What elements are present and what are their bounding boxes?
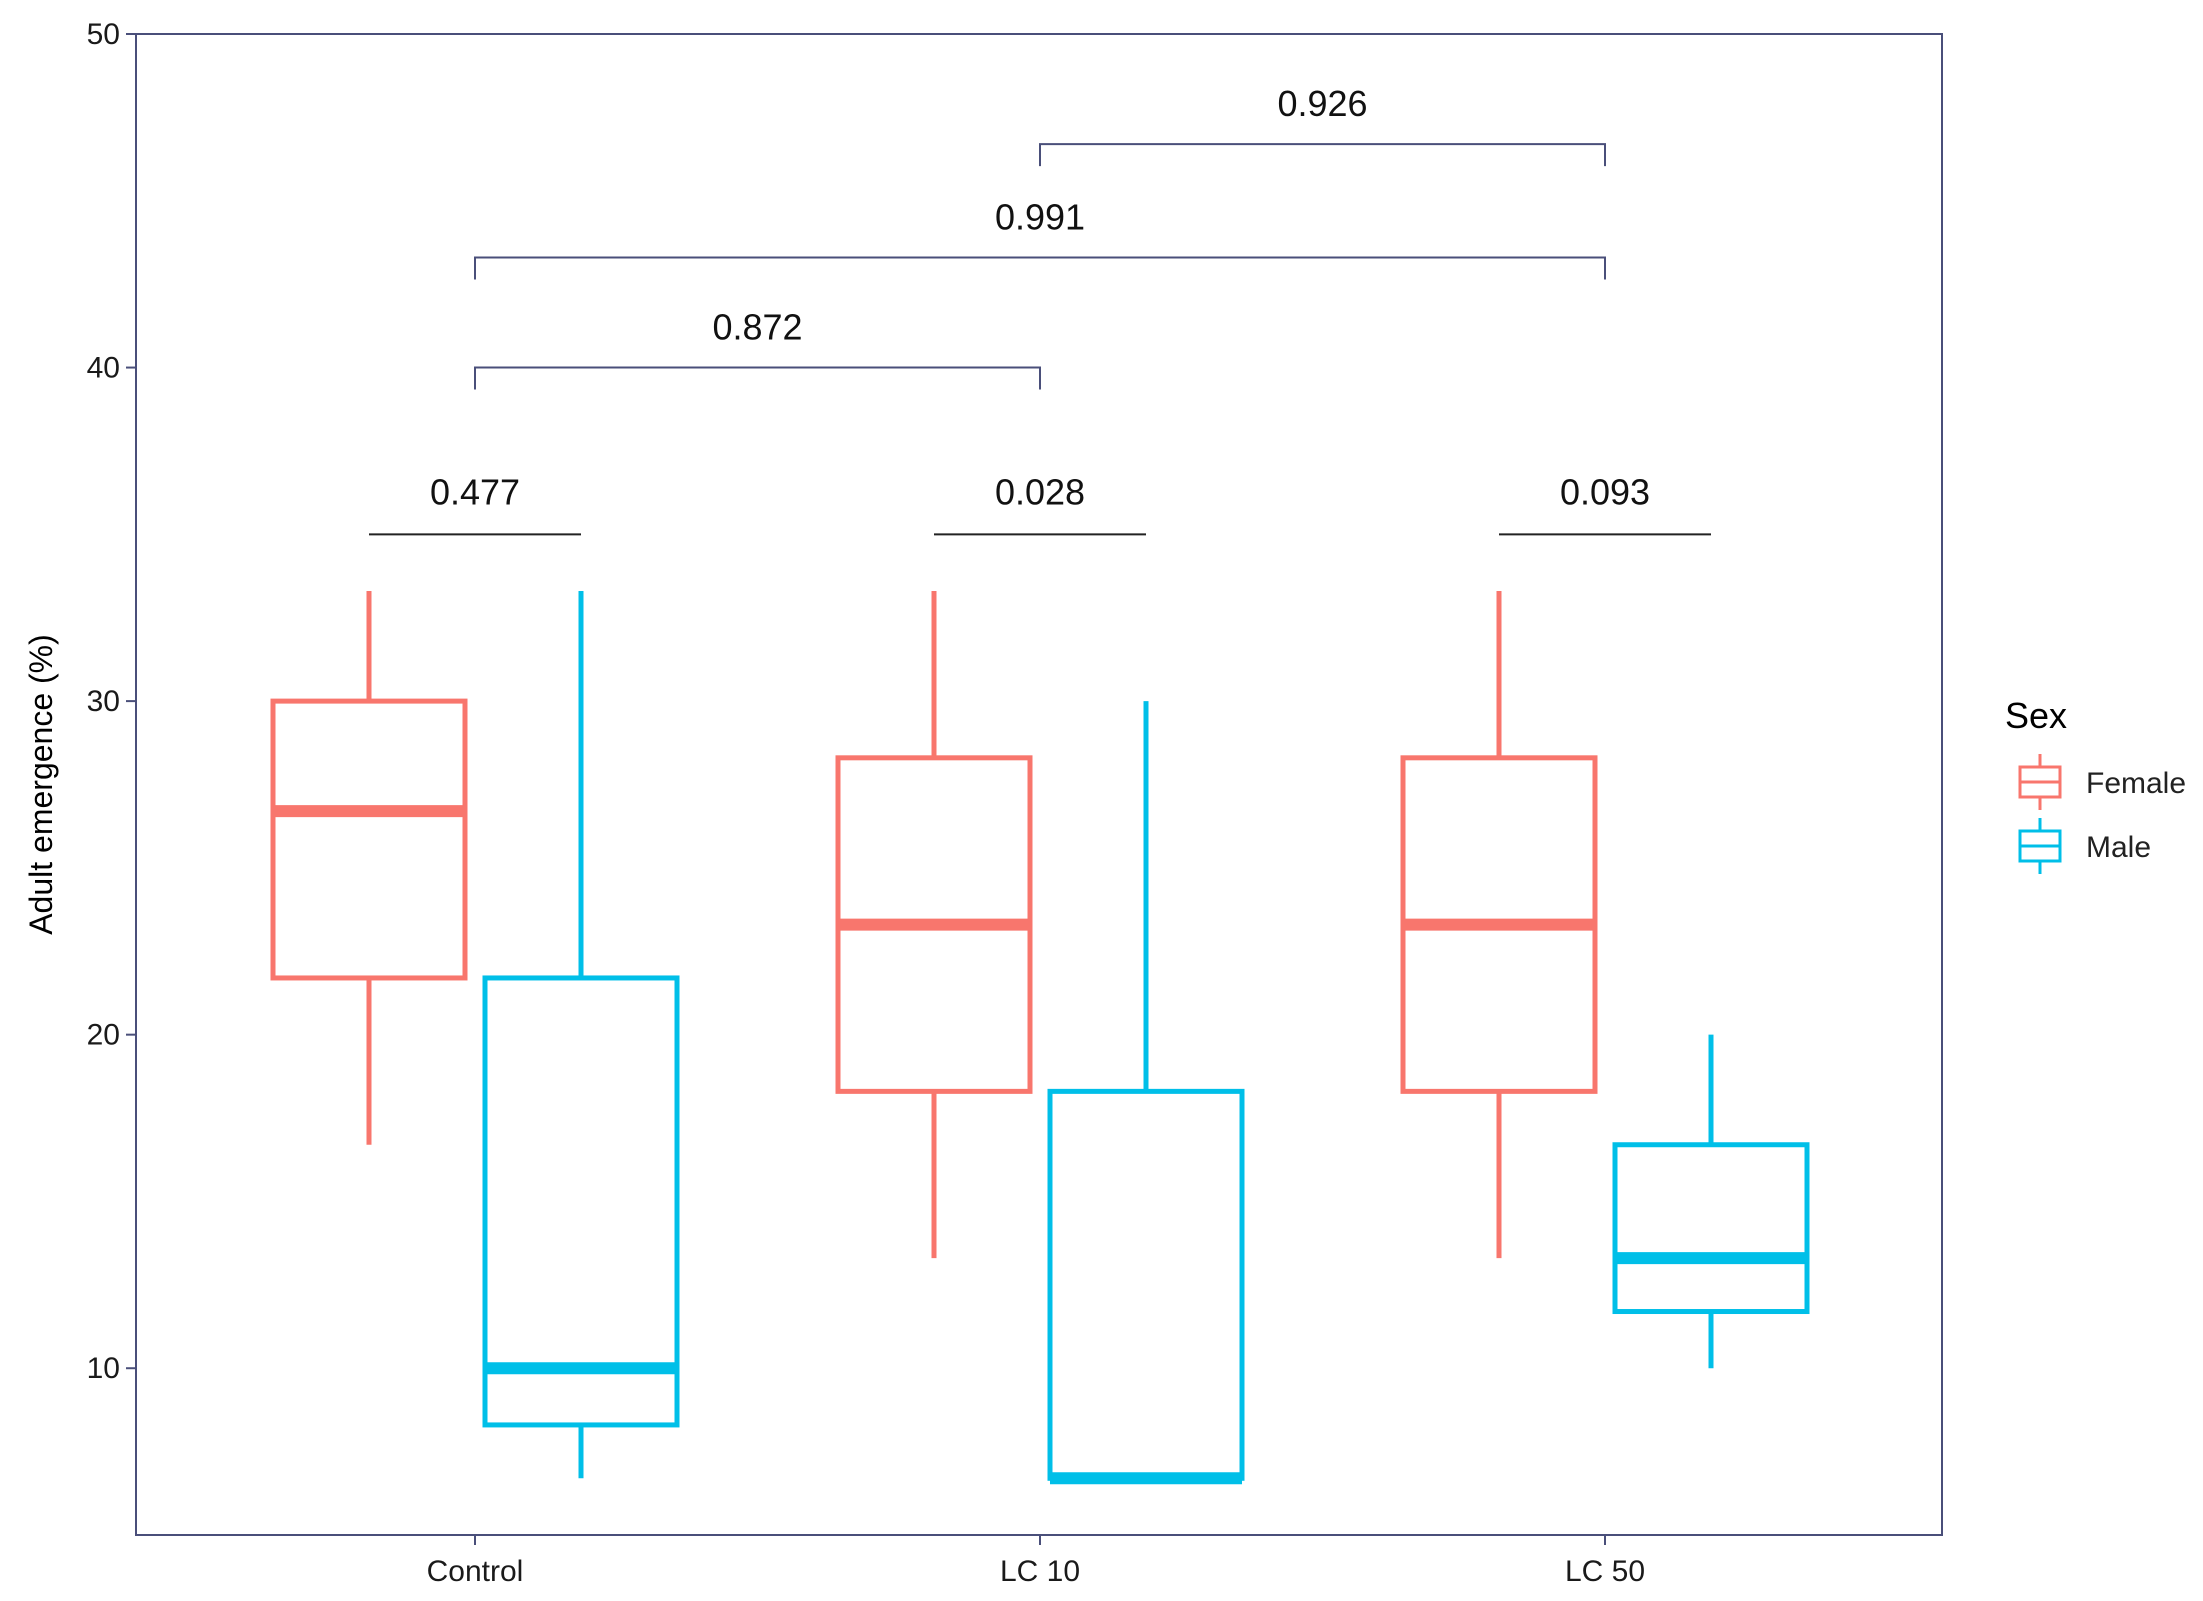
- x-tick-label-lc-50: LC 50: [1565, 1555, 1645, 1588]
- group-comparison-control-lc-50: 0.991: [474, 196, 1606, 280]
- box-body: [270, 698, 468, 981]
- bracket-line: [474, 366, 1041, 390]
- box-female-lc-50: [1400, 591, 1598, 1259]
- x-axis: Control LC 10 LC 50: [427, 1535, 1645, 1588]
- sex-comparison-control: 0.477: [369, 471, 581, 536]
- legend-item-female: Female: [2018, 754, 2186, 810]
- sex-comparison-lc-10: 0.028: [934, 471, 1146, 536]
- bracket-line: [474, 256, 1606, 280]
- p-value-label: 0.028: [995, 471, 1085, 512]
- box-male-control: [482, 591, 680, 1479]
- p-value-label: 0.991: [995, 196, 1085, 237]
- box-male-lc-10: [1047, 701, 1245, 1485]
- boxes-layer: [270, 591, 1810, 1485]
- x-tick-label-lc-10: LC 10: [1000, 1555, 1080, 1588]
- box-body: [1612, 1142, 1810, 1315]
- p-value-label: 0.477: [430, 471, 520, 512]
- sex-comparison-lc-50: 0.093: [1499, 471, 1711, 536]
- x-tick-label-control: Control: [427, 1555, 524, 1588]
- y-axis-title: Adult emergence (%): [23, 634, 59, 935]
- legend-item-male: Male: [2018, 818, 2151, 874]
- p-value-label: 0.093: [1560, 471, 1650, 512]
- box-female-lc-10: [835, 591, 1033, 1259]
- y-tick-label-10: 10: [87, 1352, 120, 1385]
- legend: Sex Female Male: [2005, 695, 2186, 874]
- legend-label-male: Male: [2086, 831, 2151, 864]
- y-tick-label-50: 50: [87, 18, 120, 51]
- y-tick-label-20: 20: [87, 1019, 120, 1052]
- legend-title: Sex: [2005, 695, 2067, 736]
- box-female-control: [270, 591, 468, 1145]
- p-value-label: 0.926: [1277, 83, 1367, 124]
- box-male-lc-50: [1612, 1034, 1810, 1369]
- comparison-brackets: 0.477 0.028 0.093 0.872 0.991 0.926: [369, 83, 1711, 536]
- group-comparison-lc-10-lc-50: 0.926: [1039, 83, 1606, 167]
- legend-label-female: Female: [2086, 767, 2186, 800]
- box-body: [482, 975, 680, 1428]
- y-axis: 10 20 30 40 50: [87, 18, 136, 1385]
- bracket-line: [1039, 143, 1606, 167]
- group-comparison-control-lc-10: 0.872: [474, 307, 1041, 390]
- y-tick-label-30: 30: [87, 685, 120, 718]
- p-value-label: 0.872: [712, 307, 802, 348]
- y-tick-label-40: 40: [87, 352, 120, 385]
